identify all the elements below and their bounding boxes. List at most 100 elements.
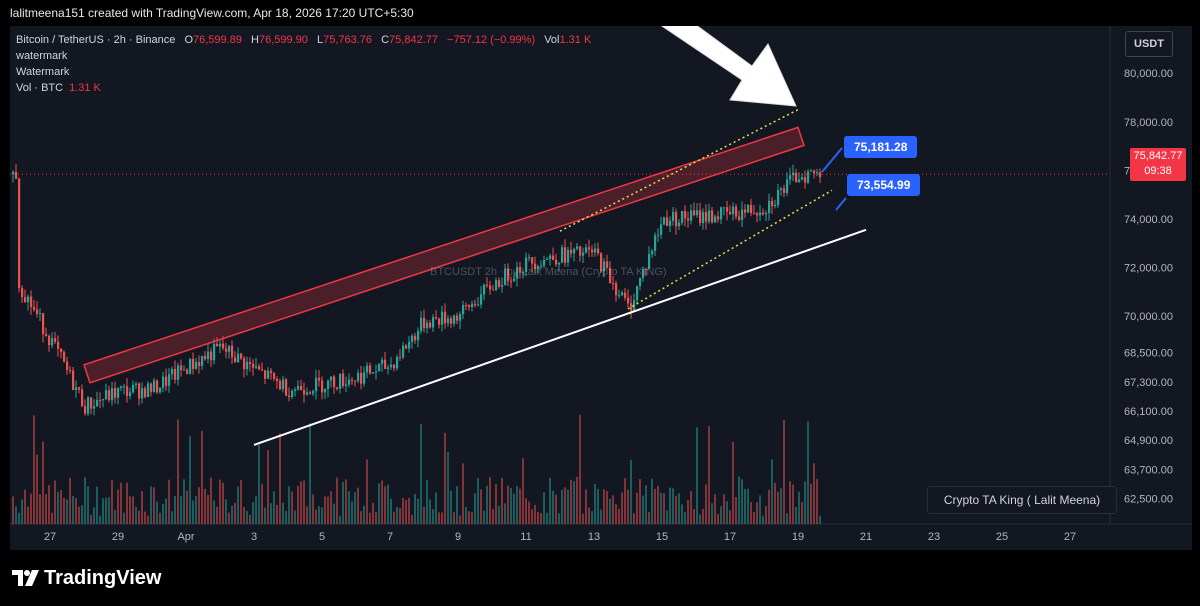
volume-bar (405, 500, 407, 524)
volume-bar (816, 478, 818, 524)
volume-bar (438, 512, 440, 524)
volume-bar (90, 515, 92, 524)
volume-bar (750, 502, 752, 524)
support-trendline[interactable] (253, 228, 867, 446)
volume-bar (735, 496, 737, 524)
tradingview-logo-icon[interactable] (12, 570, 40, 586)
candle-body (651, 250, 654, 254)
candle-body (531, 257, 534, 264)
volume-bar (30, 493, 32, 524)
candle-body (534, 263, 537, 270)
volume-bar (495, 484, 497, 524)
volume-bar (111, 480, 113, 524)
volume-bar (87, 486, 89, 524)
volume-bar (336, 477, 338, 524)
volume-bar (270, 503, 272, 524)
callout-upper-pointer (821, 147, 843, 173)
volume-bar (762, 515, 764, 524)
volume-bar (342, 482, 344, 524)
volume-bar (243, 507, 245, 524)
volume-bar (393, 511, 395, 524)
candle-body (351, 379, 354, 381)
legend-ohlc-row: Bitcoin / TetherUS · 2h · Binance O76,59… (16, 32, 591, 48)
candle-body (768, 200, 771, 213)
candle-body (282, 379, 285, 390)
volume-bar (780, 488, 782, 524)
candle-body (213, 343, 216, 361)
candle-body (447, 318, 450, 324)
candle-body (327, 380, 330, 390)
x-tick-label: 11 (520, 531, 531, 543)
volume-bar (474, 493, 476, 524)
volume-bar (657, 485, 659, 524)
volume-bar (603, 489, 605, 524)
legend-volume-row[interactable]: Vol · BTC 1.31 K (16, 80, 591, 96)
brand-name[interactable]: TradingView (44, 567, 162, 589)
legend-watermark-2[interactable]: Watermark (16, 66, 70, 78)
volume-bar (129, 496, 131, 524)
volume-bar (729, 510, 731, 524)
volume-bar (279, 433, 281, 524)
volume-bar (441, 512, 443, 524)
dotted-channel-bottom[interactable] (627, 189, 833, 310)
plot-background (10, 26, 1110, 524)
resistance-channel[interactable] (83, 126, 805, 384)
x-tick-label: 9 (455, 531, 461, 543)
callout-upper[interactable]: 75,181.28 (844, 136, 918, 158)
volume-bar (471, 512, 473, 524)
volume-bar (417, 498, 419, 524)
volume-bar (615, 504, 617, 524)
price-chart[interactable]: 80,000.0078,000.0076,000.0074,000.0072,0… (10, 26, 1192, 550)
candle-body (258, 366, 261, 370)
volume-bar (240, 479, 242, 524)
candle-body (384, 359, 387, 369)
candle-body (570, 249, 573, 254)
candle-body (354, 380, 357, 382)
x-tick-label: 29 (112, 531, 124, 543)
volume-bar (582, 513, 584, 524)
author-box[interactable]: Crypto TA King ( Lalit Meena) (927, 486, 1117, 514)
volume-bar (207, 494, 209, 524)
volume-bar (492, 508, 494, 524)
volume-bar (510, 487, 512, 524)
volume-bar (165, 498, 167, 524)
candle-body (300, 386, 303, 390)
candle-body (390, 364, 393, 368)
candle-body (432, 317, 435, 328)
legend-watermark-1[interactable]: watermark (16, 50, 68, 62)
volume-bar (354, 492, 356, 524)
candle-body (810, 170, 813, 172)
candle-body (204, 355, 207, 360)
volume-bar (327, 496, 329, 524)
candle-body (498, 280, 501, 287)
volume-bar (585, 489, 587, 524)
volume-bar (216, 506, 218, 524)
candle-body (777, 190, 780, 205)
volume-bar (159, 512, 161, 524)
candle-body (801, 177, 804, 180)
volume-bar (768, 489, 770, 524)
candle-body (198, 362, 201, 366)
candle-body (780, 188, 783, 191)
candle-body (681, 211, 684, 223)
candle-body (738, 216, 741, 220)
change-value: −757.12 (−0.99%) (447, 34, 536, 46)
volume-bar (153, 487, 155, 524)
volume-bar (498, 506, 500, 524)
candle-body (249, 361, 252, 364)
candle-body (420, 317, 423, 331)
candle-body (438, 318, 441, 325)
candle-body (69, 369, 72, 371)
currency-button[interactable]: USDT (1125, 31, 1173, 57)
volume-bar (618, 508, 620, 524)
y-tick-label: 78,000.00 (1124, 117, 1173, 129)
volume-bar (204, 488, 206, 524)
chart-area[interactable]: 80,000.0078,000.0076,000.0074,000.0072,0… (10, 26, 1192, 550)
callout-lower[interactable]: 73,554.99 (847, 174, 921, 196)
symbol-label[interactable]: Bitcoin / TetherUS · 2h · Binance (16, 34, 176, 46)
candle-body (381, 359, 384, 364)
candle-body (222, 343, 225, 349)
volume-bar (147, 515, 149, 524)
candle-body (405, 345, 408, 349)
candle-body (519, 266, 522, 273)
